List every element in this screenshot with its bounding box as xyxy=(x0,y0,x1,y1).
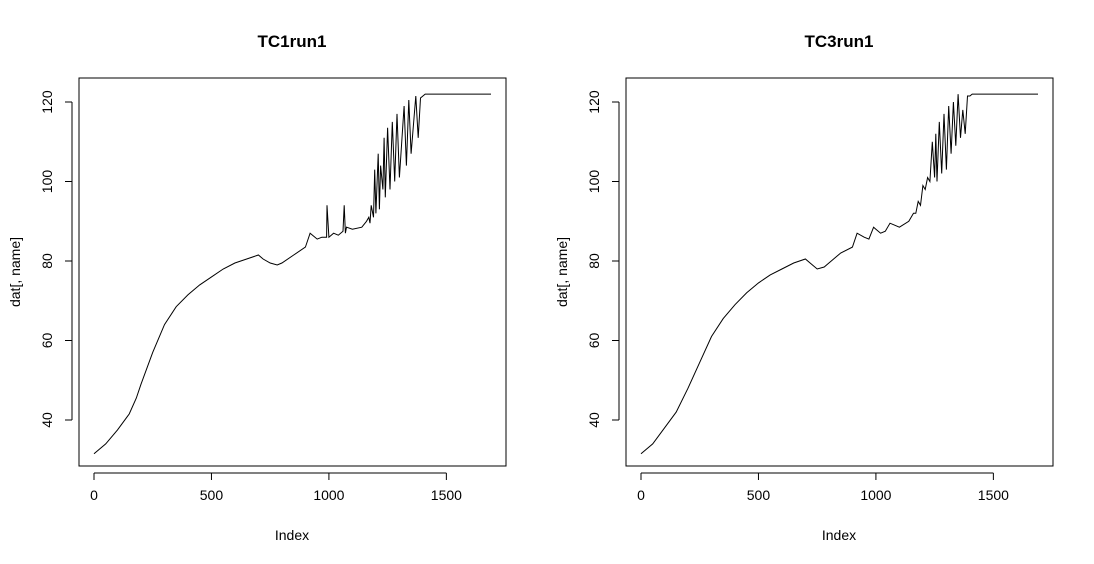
x-tick-label: 500 xyxy=(200,487,224,503)
y-tick-label: 80 xyxy=(39,253,55,269)
x-tick-label: 1000 xyxy=(313,487,344,503)
x-tick-label: 1000 xyxy=(860,487,891,503)
x-axis: 0 500 1000 1500 xyxy=(90,472,462,503)
chart-title: TC1run1 xyxy=(258,32,327,51)
x-tick-label: 1500 xyxy=(431,487,462,503)
x-tick-label: 1500 xyxy=(978,487,1009,503)
x-tick-label: 0 xyxy=(637,487,645,503)
series-line xyxy=(640,93,1038,455)
x-tick-label: 0 xyxy=(90,487,98,503)
chart-title: TC3run1 xyxy=(805,32,874,51)
y-tick-label: 40 xyxy=(39,412,55,428)
y-tick-label: 40 xyxy=(586,412,602,428)
x-axis-label: Index xyxy=(275,527,309,543)
y-axis-label: dat[, name] xyxy=(554,237,570,307)
y-tick-label: 60 xyxy=(586,333,602,349)
y-tick-label: 120 xyxy=(39,90,55,114)
x-axis: 0 500 1000 1500 xyxy=(637,472,1009,503)
plot-frame xyxy=(625,77,1054,467)
y-axis: 40 60 80 100 120 xyxy=(39,90,73,428)
y-tick-label: 100 xyxy=(39,170,55,194)
x-tick-label: 500 xyxy=(747,487,771,503)
y-tick-label: 80 xyxy=(586,253,602,269)
plot-frame xyxy=(78,77,507,467)
x-axis-label: Index xyxy=(822,527,856,543)
y-tick-label: 120 xyxy=(586,90,602,114)
y-tick-label: 60 xyxy=(39,333,55,349)
y-tick-label: 100 xyxy=(586,170,602,194)
y-axis: 40 60 80 100 120 xyxy=(586,90,620,428)
series-line xyxy=(93,93,491,455)
y-axis-label: dat[, name] xyxy=(7,237,23,307)
